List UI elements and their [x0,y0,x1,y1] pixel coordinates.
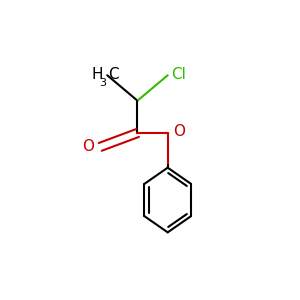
Text: O: O [82,140,94,154]
Text: 3: 3 [99,78,106,88]
Text: H: H [91,67,103,82]
Text: Cl: Cl [171,67,186,82]
Text: C: C [108,67,118,82]
Text: O: O [173,124,185,140]
